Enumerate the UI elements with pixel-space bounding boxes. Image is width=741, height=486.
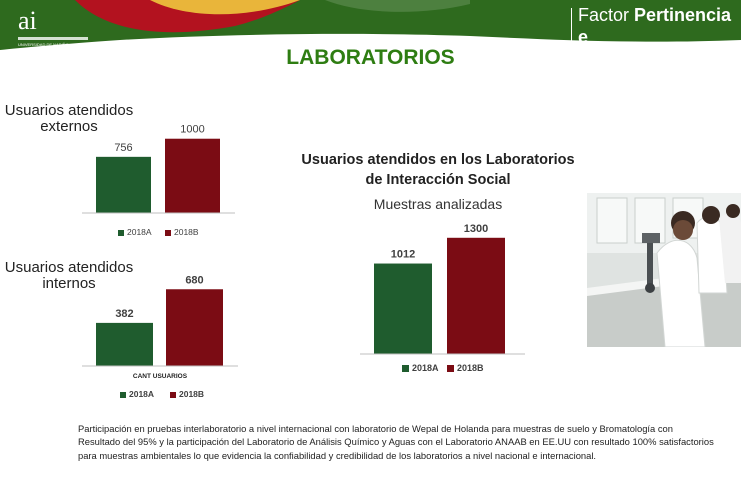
logo-subtext: UNIVERSIDAD DE NARIÑO — [18, 42, 69, 47]
data-label-2018B: 680 — [185, 274, 203, 286]
data-label-2018A: 756 — [114, 142, 132, 154]
description-paragraph: Participación en pruebas interlaboratori… — [78, 423, 714, 461]
legend-swatch-2018B — [447, 365, 454, 372]
legend-swatch-2018B — [170, 392, 176, 398]
bar-2018B — [165, 138, 220, 213]
chart-external-users: 756 1000 2018A 2018B — [82, 124, 235, 237]
chart-internal-title: Usuarios atendidos internos — [4, 259, 134, 292]
factor-label: Factor — [578, 5, 635, 25]
bar-2018A — [96, 322, 153, 366]
legend-label-2018B: 2018B — [179, 389, 204, 399]
chart-social-title: Usuarios atendidos en los Laboratorios d… — [301, 152, 575, 188]
banner-yellow-shape — [150, 0, 300, 15]
data-label-2018B: 1300 — [464, 223, 488, 235]
bar-2018B — [166, 289, 223, 366]
logo-mark: ai — [18, 6, 37, 35]
bar-2018A — [374, 263, 432, 354]
legend-label-2018B: 2018B — [174, 227, 199, 237]
factor-separator — [571, 8, 572, 50]
factor-name-line1: Pertinencia e — [578, 5, 732, 47]
chart-social-samples: 1012 1300 2018A 2018B — [360, 223, 525, 373]
x-axis-label: CANT USUARIOS — [133, 373, 188, 380]
data-label-2018A: 382 — [115, 308, 133, 320]
header-banner — [0, 0, 741, 50]
bar-2018B — [447, 237, 505, 354]
laboratory-photo — [587, 193, 741, 347]
legend-swatch-2018A — [120, 392, 126, 398]
university-logo: ai UNIVERSIDAD DE NARIÑO — [18, 8, 88, 52]
chart-internal-users: 382 680 CANT USUARIOS 2018A 2018B — [82, 274, 238, 399]
legend-label-2018A: 2018A — [129, 389, 154, 399]
chart-external-title: Usuarios atendidos externos — [4, 102, 134, 135]
legend-label-2018A: 2018A — [412, 363, 439, 373]
data-label-2018A: 1012 — [391, 249, 415, 261]
factor-title: Factor Pertinencia e Impacto Social — [578, 4, 741, 70]
banner-light-shape — [325, 0, 470, 12]
legend-label-2018B: 2018B — [457, 363, 484, 373]
legend-swatch-2018B — [165, 230, 171, 236]
legend-swatch-2018A — [118, 230, 124, 236]
bar-2018A — [96, 156, 151, 213]
legend-label-2018A: 2018A — [127, 227, 152, 237]
page-title: LABORATORIOS — [286, 46, 455, 69]
chart-social-subtitle: Muestras analizadas — [373, 196, 503, 212]
factor-name-line2: Impacto Social — [578, 49, 706, 69]
logo-divider — [18, 37, 88, 40]
legend-swatch-2018A — [402, 365, 409, 372]
data-label-2018B: 1000 — [180, 124, 204, 136]
